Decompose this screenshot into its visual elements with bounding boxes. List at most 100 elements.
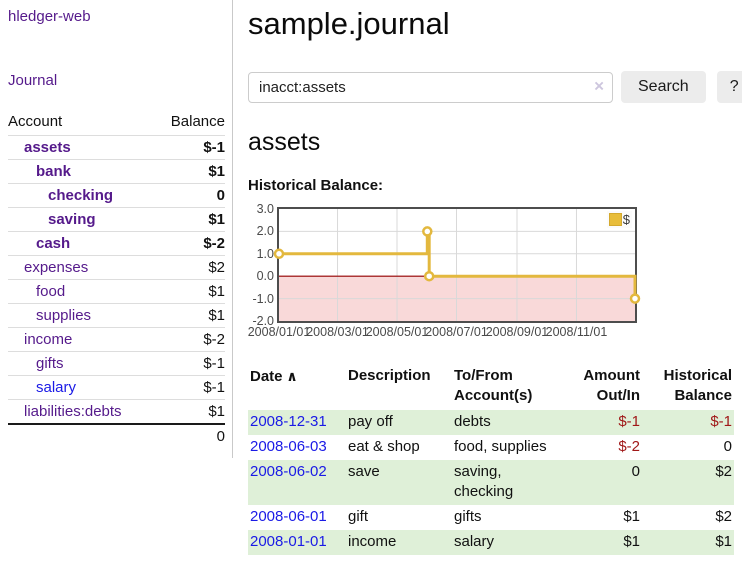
chart-plot-area[interactable]: $	[273, 207, 641, 323]
register-date-link[interactable]: 2008-01-01	[250, 533, 327, 550]
sidebar-item-journal[interactable]: Journal	[8, 72, 58, 89]
register-date-link[interactable]: 2008-06-03	[250, 438, 327, 455]
register-date-cell: 2008-01-01	[248, 530, 346, 555]
account-balance: $1	[154, 207, 225, 232]
data-point-marker	[629, 293, 641, 304]
account-row: supplies $1	[8, 303, 225, 328]
account-link[interactable]: salary	[36, 379, 77, 396]
x-tick-label: 2008/09/01	[485, 325, 549, 339]
account-link[interactable]: liabilities:debts	[24, 403, 122, 420]
account-link[interactable]: assets	[24, 139, 71, 156]
account-cell: gifts	[8, 351, 155, 376]
chart-x-axis: 2008/01/01 2008/03/01 2008/05/01 2008/07/01…	[248, 323, 637, 340]
account-row: cash $-2	[8, 231, 225, 256]
app: hledger-web Journal Account Balance asse…	[0, 0, 742, 555]
account-link[interactable]: cash	[36, 235, 71, 252]
y-tick-label: 0.0	[256, 269, 274, 284]
sidebar: hledger-web Journal Account Balance asse…	[0, 0, 233, 458]
account-balance: $1	[154, 303, 225, 328]
account-row: saving $1	[8, 207, 225, 232]
sort-ascending-icon: ∧	[282, 368, 298, 384]
register-balance: $2	[715, 463, 732, 480]
account-heading: assets	[248, 128, 321, 156]
accounts-body: assets $-1 bank $1 checking 0 saving $1 cash $-2 e…	[8, 135, 225, 424]
account-row: assets $-1	[8, 135, 225, 160]
accounts-total-balance: 0	[154, 423, 225, 448]
register-header-historical-balance: Historical Balance	[663, 367, 732, 404]
register-balance: 0	[723, 438, 732, 455]
account-link[interactable]: gifts	[36, 355, 64, 372]
register-amount: $1	[623, 533, 640, 550]
account-balance: $-1	[154, 375, 225, 400]
account-link[interactable]: checking	[48, 187, 114, 204]
register-row: 2008-12-31 pay off debts $-1 $-1	[248, 410, 734, 435]
account-link[interactable]: bank	[36, 163, 72, 180]
x-tick-label: 2008/11/01	[545, 325, 608, 339]
register-balance: $1	[715, 533, 732, 550]
account-balance: $-1	[154, 351, 225, 376]
register-balance: $2	[715, 508, 732, 525]
y-tick-label: 1.0	[256, 246, 274, 261]
main-content: sample.journal × Search ? assets Histori…	[233, 0, 742, 555]
search-row: × Search ?	[248, 71, 742, 103]
register-header-date[interactable]: Date ∧	[250, 368, 298, 385]
register-description: save	[348, 463, 380, 480]
account-row: liabilities:debts $1	[8, 399, 225, 424]
legend-swatch-icon	[608, 213, 622, 226]
register-header-to-from-account-s-: To/From Account(s)	[454, 367, 533, 404]
account-cell: liabilities:debts	[8, 399, 155, 424]
register-accounts: gifts	[454, 508, 482, 525]
account-link[interactable]: saving	[48, 211, 96, 228]
account-link[interactable]: expenses	[24, 259, 89, 276]
x-tick-label: 2008/03/01	[306, 325, 369, 339]
account-balance: $-1	[154, 135, 225, 160]
page-title: sample.journal	[248, 6, 450, 41]
x-tick-label: 2008/01/01	[247, 325, 311, 339]
register-accounts: food, supplies	[454, 438, 547, 455]
register-amount: $1	[623, 508, 640, 525]
register-description: income	[348, 533, 397, 550]
register-row: 2008-06-02 save saving, checking 0 $2	[248, 460, 734, 505]
register-amount: $-1	[618, 413, 640, 430]
account-balance: $-2	[154, 327, 225, 352]
accounts-table: Account Balance assets $-1 bank $1 checking 0…	[8, 110, 225, 448]
register-row: 2008-01-01 income salary $1 $1	[248, 530, 734, 555]
accounts-total-row: 0	[8, 423, 225, 448]
register-row: 2008-06-03 eat & shop food, supplies $-2 0	[248, 435, 734, 460]
data-point-marker	[423, 270, 435, 282]
account-cell: expenses	[8, 255, 155, 280]
account-link[interactable]: supplies	[36, 307, 92, 324]
chart-legend: $	[606, 211, 632, 228]
account-link[interactable]: food	[36, 283, 66, 300]
x-tick-label: 2008/05/01	[365, 325, 429, 339]
account-cell: assets	[8, 135, 155, 160]
account-link[interactable]: income	[24, 331, 73, 348]
chart-canvas	[273, 209, 641, 321]
help-button[interactable]: ?	[716, 71, 742, 103]
search-button[interactable]: Search	[621, 71, 706, 103]
accounts-total-spacer	[8, 423, 155, 448]
account-row: food $1	[8, 279, 225, 304]
register-accounts: debts	[454, 413, 491, 430]
account-balance: $1	[154, 279, 225, 304]
app-title-link[interactable]: hledger-web	[8, 8, 91, 25]
x-tick-label: 2008/07/01	[425, 325, 488, 339]
account-cell: checking	[8, 183, 155, 208]
y-tick-label: -1.0	[252, 291, 274, 306]
legend-label: $	[622, 212, 630, 227]
clear-search-icon[interactable]: ×	[594, 76, 604, 96]
account-balance: $1	[154, 399, 225, 424]
search-input[interactable]	[248, 71, 613, 103]
account-balance: $1	[154, 159, 225, 184]
data-point-marker	[273, 248, 285, 260]
account-balance: $-2	[154, 231, 225, 256]
register-header-description: Description	[348, 367, 431, 384]
register-balance: $-1	[710, 413, 732, 430]
register-date-link[interactable]: 2008-12-31	[250, 413, 327, 430]
account-balance: $2	[154, 255, 225, 280]
register-header-row: Date ∧ Description To/From Account(s) Amoun…	[248, 364, 734, 410]
account-row: checking 0	[8, 183, 225, 208]
register-date-link[interactable]: 2008-06-01	[250, 508, 327, 525]
register-date-link[interactable]: 2008-06-02	[250, 463, 327, 480]
account-cell: saving	[8, 207, 155, 232]
